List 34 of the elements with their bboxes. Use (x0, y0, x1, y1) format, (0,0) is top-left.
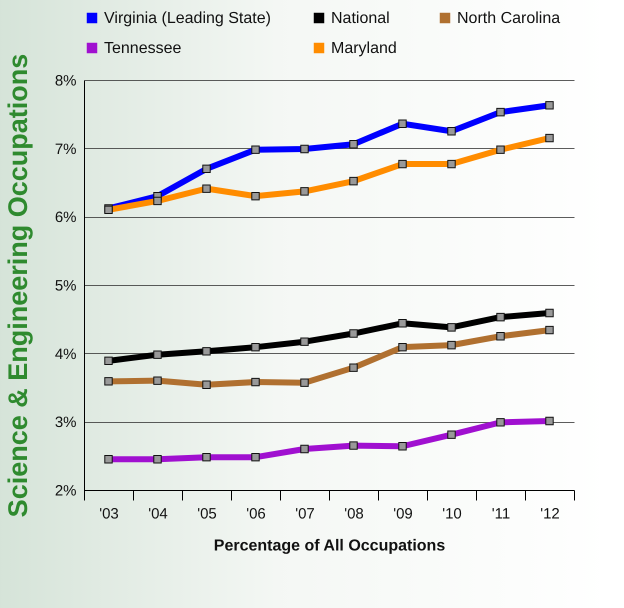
legend-label: Tennessee (104, 40, 182, 57)
x-tick-label: '08 (344, 506, 364, 522)
point (300, 338, 309, 346)
legend-label: Maryland (331, 40, 397, 57)
point (349, 329, 358, 338)
x-tick-label: '09 (393, 506, 413, 522)
y-tick-label: 4% (54, 346, 76, 363)
y-tick-label: 5% (54, 278, 76, 294)
y-tick-label: 7% (54, 140, 76, 158)
x-tick-label: '04 (148, 506, 168, 522)
point (153, 350, 162, 359)
legend-label: North Carolina (457, 10, 560, 27)
x-tick-label: '07 (295, 506, 315, 522)
point (496, 312, 505, 322)
y-tick-label: 6% (54, 209, 76, 226)
x-tick-label: '05 (197, 506, 217, 522)
point (104, 356, 113, 366)
y-axis-title: Science & Engineering Occupations (2, 54, 33, 518)
point (545, 308, 554, 318)
legend-label: National (331, 10, 390, 27)
point (251, 342, 260, 352)
y-tick-label: 2% (54, 482, 76, 500)
x-tick-label: '11 (492, 506, 510, 522)
x-tick-label: '06 (246, 506, 266, 522)
point (447, 323, 456, 332)
x-axis-title: Percentage of All Occupations (214, 538, 446, 554)
x-tick-label: '10 (442, 506, 462, 522)
x-tick-label: '12 (540, 506, 560, 522)
y-tick-label: 8% (54, 72, 76, 90)
point (202, 347, 211, 356)
y-tick-label: 3% (54, 414, 76, 432)
point (398, 319, 407, 328)
legend-label: Virginia (Leading State) (104, 10, 271, 27)
x-tick-label: '03 (99, 506, 119, 522)
